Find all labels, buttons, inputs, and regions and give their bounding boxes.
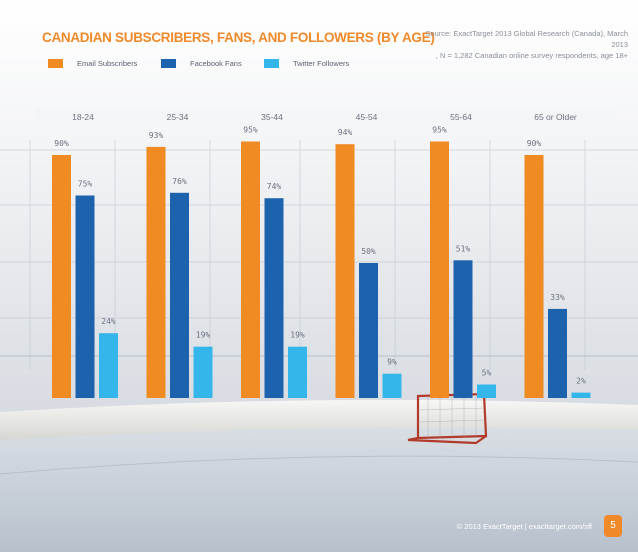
legend-label-email: Email Subscribers [77,59,138,68]
bar-twitter [477,384,496,398]
data-label-facebook: 33% [550,293,565,302]
legend-swatch-email [48,59,63,68]
data-label-twitter: 5% [482,369,492,378]
data-label-facebook: 74% [267,182,282,191]
bar-twitter [193,346,213,398]
data-label-twitter: 24% [101,317,116,326]
category-label: 35-44 [261,112,283,122]
data-label-twitter: 19% [290,331,305,340]
bar-facebook [453,260,473,398]
bar-twitter [288,346,307,398]
chart-title: CANADIAN SUBSCRIBERS, FANS, AND FOLLOWER… [42,30,435,45]
data-label-twitter: 2% [576,377,586,386]
legend-label-facebook: Facebook Fans [190,59,242,68]
category-label: 18-24 [72,112,94,122]
bar-twitter [571,392,591,398]
category-label: 25-34 [167,112,189,122]
page-number-badge: 5 [604,515,622,537]
bar-email [524,155,544,398]
bar-email [430,141,449,398]
bar-facebook [548,308,567,398]
data-label-email: 90% [527,139,542,148]
data-label-email: 93% [149,131,164,140]
bar-facebook [75,195,95,398]
legend-twitter: Twitter Followers [264,59,349,68]
bar-email [146,146,166,398]
data-label-facebook: 50% [361,247,376,256]
source-line-1: Source: ExactTarget 2013 Global Research… [425,29,628,49]
data-label-facebook: 76% [172,177,187,186]
data-label-email: 94% [338,128,353,137]
legend-label-twitter: Twitter Followers [293,59,350,68]
data-label-facebook: 75% [78,180,93,189]
legend-facebook: Facebook Fans [161,59,242,68]
bar-facebook [359,263,378,398]
category-label: 45-54 [356,112,378,122]
bar-email [335,144,355,398]
legend-email: Email Subscribers [48,59,137,68]
data-label-facebook: 51% [456,244,471,253]
bar-chart: 18-2490%75%24%25-3493%76%19%35-4495%74%1… [52,112,591,398]
data-label-twitter: 9% [387,358,397,367]
data-label-email: 95% [432,126,447,135]
bar-facebook [264,198,284,398]
category-label: 55-64 [450,112,472,122]
footer-copyright: © 2013 ExactTarget | exacttarget.com/sff [456,522,592,531]
bar-email [52,155,71,398]
legend-swatch-twitter [264,59,279,68]
data-label-email: 95% [243,126,258,135]
source-note: Source: ExactTarget 2013 Global Research… [408,28,628,61]
bar-email [241,141,260,398]
bar-facebook [170,192,189,398]
data-label-email: 90% [54,139,69,148]
legend-swatch-facebook [161,59,176,68]
bar-twitter [382,373,402,398]
category-label: 65 or Older [534,112,577,122]
source-line-2: , N = 1,282 Canadian online survey respo… [435,51,628,60]
bar-twitter [99,333,118,398]
data-label-twitter: 19% [196,331,211,340]
